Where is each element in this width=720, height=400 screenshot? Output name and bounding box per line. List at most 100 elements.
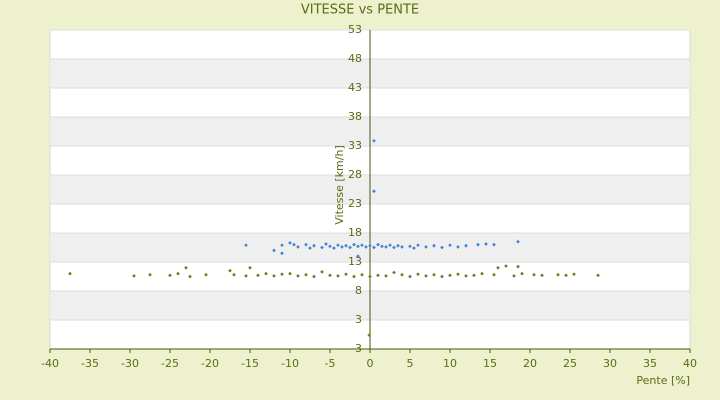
point xyxy=(352,242,356,247)
point xyxy=(384,274,388,278)
x-tick-label: -5 xyxy=(325,357,336,370)
point xyxy=(348,245,352,250)
point xyxy=(356,244,360,249)
point xyxy=(324,242,328,246)
y-tick-label: 8 xyxy=(355,284,362,297)
point xyxy=(456,245,460,249)
point xyxy=(68,271,72,276)
point xyxy=(288,241,292,245)
point xyxy=(288,271,292,276)
point xyxy=(360,243,364,248)
y-tick-label: 3 xyxy=(355,313,362,326)
point xyxy=(520,271,524,276)
point xyxy=(464,274,468,278)
point xyxy=(392,270,396,275)
point xyxy=(232,272,236,277)
point xyxy=(332,246,336,250)
x-tick-label: -30 xyxy=(121,357,139,370)
point xyxy=(376,242,380,247)
point xyxy=(424,274,428,278)
point xyxy=(400,272,404,277)
x-tick-label: 20 xyxy=(523,357,537,370)
point xyxy=(344,272,348,277)
point xyxy=(380,244,384,249)
point xyxy=(372,189,376,194)
y-tick-label: 18 xyxy=(348,226,362,239)
point xyxy=(396,243,400,248)
point xyxy=(440,274,444,279)
y-tick-label: 33 xyxy=(348,139,362,152)
point xyxy=(244,243,248,248)
point xyxy=(424,245,428,249)
point xyxy=(320,270,324,274)
point xyxy=(408,274,412,279)
point xyxy=(344,243,348,248)
point xyxy=(384,245,388,249)
point xyxy=(228,268,232,273)
point xyxy=(540,273,544,278)
x-tick-label: 10 xyxy=(443,357,457,370)
point xyxy=(492,242,496,247)
point xyxy=(264,271,268,276)
point xyxy=(516,264,520,269)
x-tick-label: 35 xyxy=(643,357,657,370)
x-tick-label: 30 xyxy=(603,357,617,370)
point xyxy=(532,272,536,277)
x-tick-label: -25 xyxy=(161,357,179,370)
point xyxy=(448,243,452,248)
point xyxy=(556,272,560,277)
point xyxy=(372,245,376,250)
point xyxy=(184,265,188,270)
point xyxy=(204,272,208,277)
point xyxy=(416,272,420,277)
y-tick-label: 48 xyxy=(348,52,362,65)
y-tick-label: 38 xyxy=(348,110,362,123)
point xyxy=(368,243,372,248)
point xyxy=(304,242,308,247)
point xyxy=(596,273,600,278)
point xyxy=(392,245,396,250)
x-tick-label: 25 xyxy=(563,357,577,370)
chart-title: VITESSE vs PENTE xyxy=(301,3,419,18)
point xyxy=(480,271,484,276)
point xyxy=(356,254,360,259)
point xyxy=(360,272,364,277)
x-tick-label: -35 xyxy=(81,357,99,370)
point xyxy=(328,244,332,249)
point xyxy=(176,271,180,276)
point xyxy=(320,245,324,250)
point xyxy=(244,274,248,278)
point xyxy=(132,274,136,278)
x-tick-label: -15 xyxy=(241,357,259,370)
point xyxy=(168,273,172,278)
x-tick-label: -10 xyxy=(281,357,299,370)
point xyxy=(408,244,412,249)
y-tick-label: 23 xyxy=(348,197,362,210)
x-tick-label: 5 xyxy=(407,357,414,370)
point xyxy=(272,274,276,278)
point xyxy=(376,273,380,278)
point xyxy=(312,243,316,248)
point xyxy=(496,265,500,270)
point xyxy=(504,264,508,268)
point xyxy=(400,245,404,249)
point xyxy=(416,243,420,248)
point xyxy=(304,272,308,277)
point xyxy=(432,243,436,248)
point xyxy=(272,248,276,253)
point xyxy=(248,265,252,270)
point xyxy=(364,245,368,249)
point xyxy=(476,242,480,247)
point xyxy=(292,242,296,247)
point xyxy=(148,272,152,277)
point xyxy=(312,274,316,279)
y-tick-label: 13 xyxy=(348,255,362,268)
y-axis-label: Vitesse [km/h] xyxy=(333,145,346,225)
point xyxy=(280,243,284,248)
point xyxy=(440,245,444,250)
point xyxy=(412,246,416,250)
point xyxy=(256,273,260,278)
point xyxy=(492,272,496,277)
point xyxy=(280,251,284,256)
